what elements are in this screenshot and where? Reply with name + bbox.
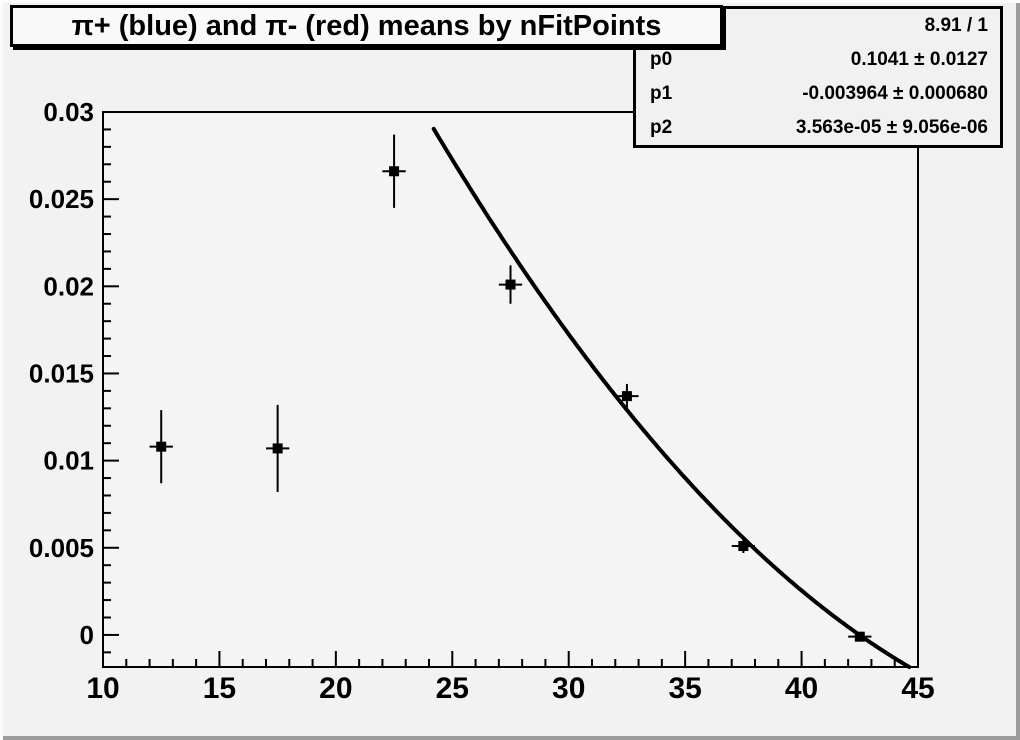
stat-p1-label: p1	[650, 83, 673, 104]
y-tick-label: 0.02	[43, 271, 94, 301]
data-point-marker[interactable]	[505, 279, 516, 290]
plot-title: π+ (blue) and π- (red) means by nFitPoin…	[71, 9, 662, 42]
stat-row-p1: p1 -0.003964 ± 0.000680	[636, 77, 1000, 111]
stat-row-p2: p2 3.563e-05 ± 9.056e-06	[636, 111, 1000, 145]
x-tick-label: 35	[668, 672, 701, 705]
x-tick-label: 20	[319, 672, 352, 705]
data-point-marker[interactable]	[272, 443, 283, 454]
data-point-marker[interactable]	[156, 441, 167, 452]
plot-title-box[interactable]: π+ (blue) and π- (red) means by nFitPoin…	[10, 5, 723, 47]
x-tick-label: 30	[552, 672, 585, 705]
x-tick-label: 40	[785, 672, 818, 705]
y-tick-label: 0.015	[29, 358, 94, 388]
y-tick-label: 0.005	[29, 533, 94, 563]
data-point-marker[interactable]	[621, 391, 632, 402]
y-tick-label: 0.03	[43, 97, 94, 127]
x-tick-label: 10	[86, 672, 119, 705]
data-point-marker[interactable]	[389, 166, 400, 177]
x-tick-label: 15	[203, 672, 236, 705]
stat-row-p0: p0 0.1041 ± 0.0127	[636, 43, 1000, 77]
stat-row-chi2: 8.91 / 1	[636, 9, 1000, 43]
y-tick-label: 0	[80, 620, 94, 650]
y-tick-label: 0.01	[43, 446, 94, 476]
fit-curve[interactable]	[431, 126, 912, 669]
fit-stats-box[interactable]: 8.91 / 1 p0 0.1041 ± 0.0127 p1 -0.003964…	[633, 6, 1003, 148]
stat-chi2-value: 8.91 / 1	[924, 15, 988, 36]
y-tick-label: 0.025	[29, 184, 94, 214]
x-tick-label: 25	[436, 672, 469, 705]
x-tick-label: 45	[901, 672, 934, 705]
stat-p0-value: 0.1041 ± 0.0127	[850, 49, 988, 70]
stat-p1-value: -0.003964 ± 0.000680	[802, 83, 988, 104]
stat-p2-label: p2	[650, 117, 673, 138]
data-point-marker[interactable]	[738, 541, 749, 552]
stat-p0-label: p0	[650, 49, 673, 70]
stat-p2-value: 3.563e-05 ± 9.056e-06	[795, 117, 988, 138]
